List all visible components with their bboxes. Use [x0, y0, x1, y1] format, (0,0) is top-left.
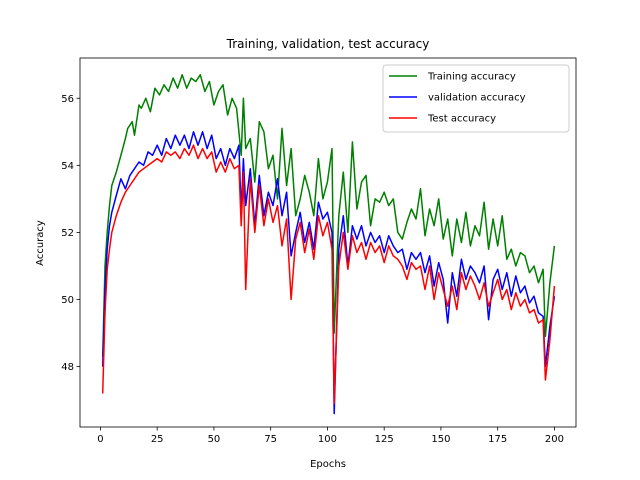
y-tick-label-4: 56: [61, 94, 74, 105]
x-tick-label-6: 150: [431, 434, 450, 445]
x-tick-label-4: 100: [318, 434, 337, 445]
y-tick-label-0: 48: [61, 362, 74, 373]
plot-frame: [79, 57, 577, 428]
y-axis-label: Accuracy: [35, 220, 46, 266]
x-tick-label-3: 75: [264, 434, 277, 445]
series-layer: [101, 74, 556, 415]
x-tick-label-0: 0: [97, 434, 103, 445]
x-tick-label-8: 200: [545, 434, 564, 445]
x-tick-label-1: 25: [151, 434, 164, 445]
x-tick-label-2: 50: [208, 434, 221, 445]
x-tick-label-7: 175: [488, 434, 507, 445]
chart-title: Training, validation, test accuracy: [226, 37, 430, 51]
series-line-1: [101, 131, 556, 415]
legend-box: [382, 64, 570, 133]
legend: Training accuracy validation accuracy Test…: [382, 64, 570, 133]
legend-label-1: validation accuracy: [428, 93, 526, 104]
x-axis-label: Epochs: [310, 459, 346, 470]
y-tick-label-2: 52: [61, 228, 74, 239]
legend-label-0: Training accuracy: [427, 72, 516, 83]
axes-layer: 0 25 50 75 100 125 150 175 200 48 50 52 54 56: [61, 57, 577, 445]
y-tick-label-3: 54: [61, 161, 74, 172]
series-line-0: [101, 74, 556, 357]
legend-label-2: Test accuracy: [427, 114, 496, 125]
x-tick-label-5: 125: [375, 434, 394, 445]
series-line-2: [101, 144, 556, 405]
y-tick-label-1: 50: [61, 295, 74, 306]
